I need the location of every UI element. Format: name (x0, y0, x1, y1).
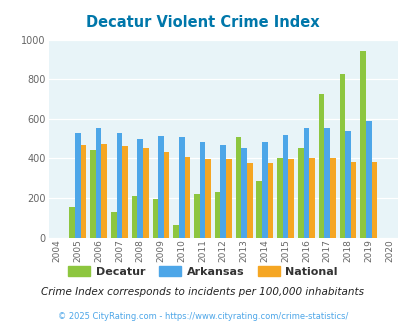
Bar (81, 145, 86, 238)
Bar (116, 133, 122, 238)
Bar (329, 158, 335, 238)
Bar (75, 133, 81, 238)
Bar (267, 163, 273, 238)
Bar (158, 136, 163, 238)
Bar (214, 192, 220, 238)
Text: Decatur Violent Crime Index: Decatur Violent Crime Index (86, 15, 319, 30)
Legend: Decatur, Arkansas, National: Decatur, Arkansas, National (64, 261, 341, 281)
Bar (261, 142, 267, 238)
Bar (303, 128, 309, 238)
Bar (344, 131, 350, 238)
Bar (318, 94, 324, 238)
Bar (96, 128, 101, 238)
Bar (205, 159, 211, 238)
Bar (179, 137, 184, 238)
Bar (246, 163, 252, 238)
Bar (339, 74, 344, 238)
Bar (111, 212, 116, 238)
Bar (297, 148, 303, 238)
Bar (69, 207, 75, 238)
Bar (101, 144, 107, 238)
Bar (350, 162, 356, 238)
Bar (324, 128, 329, 238)
Bar (241, 148, 246, 238)
Bar (365, 121, 371, 238)
Bar (173, 225, 179, 238)
Bar (235, 137, 241, 238)
Bar (143, 148, 148, 238)
Bar (152, 199, 158, 238)
Bar (256, 181, 261, 238)
Bar (199, 142, 205, 238)
Bar (360, 51, 365, 238)
Text: Crime Index corresponds to incidents per 100,000 inhabitants: Crime Index corresponds to incidents per… (41, 287, 364, 297)
Bar (309, 158, 314, 238)
Bar (122, 146, 128, 238)
Bar (371, 162, 376, 238)
Text: © 2025 CityRating.com - https://www.cityrating.com/crime-statistics/: © 2025 CityRating.com - https://www.city… (58, 312, 347, 321)
Bar (132, 196, 137, 238)
Bar (226, 159, 231, 238)
Bar (163, 152, 169, 238)
Bar (90, 150, 96, 238)
Bar (288, 159, 293, 238)
Bar (137, 139, 143, 238)
Bar (277, 158, 282, 238)
Bar (194, 194, 199, 238)
Bar (220, 145, 226, 238)
Bar (184, 157, 190, 238)
Bar (282, 135, 288, 238)
